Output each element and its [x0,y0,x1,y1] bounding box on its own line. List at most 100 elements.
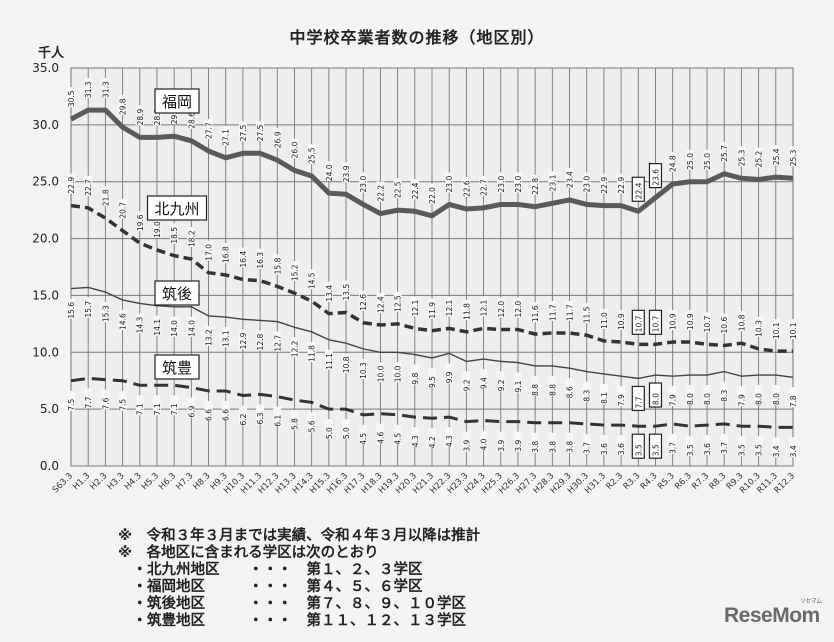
data-label: 7.9 [737,394,746,406]
data-label: 11.0 [600,312,609,329]
data-label: 4.6 [376,432,385,444]
data-label: 3.6 [703,443,712,455]
data-label: 9.5 [428,376,437,388]
x-tick-label: R4.3 [639,471,660,492]
x-tick-label: R2.3 [604,471,625,492]
data-label: 28.9 [153,108,162,125]
data-label: 10.8 [342,356,351,373]
x-tick-label: R8.3 [708,471,729,492]
y-tick-label: 5.0 [40,402,59,416]
series-筑後 [67,286,797,412]
series-label: 筑豊 [162,359,192,377]
data-label: 23.0 [359,176,368,193]
data-label: 3.4 [772,445,781,457]
y-tick-label: 10.0 [32,345,59,359]
note-line: ・筑後地区 ・・・ 第７、８、９、１０学区 [118,596,466,612]
data-label: 16.4 [239,251,248,268]
data-label: 4.0 [480,438,489,450]
data-label: 23.0 [445,176,454,193]
data-label: 7.9 [669,394,678,406]
x-tick-label: H6.3 [157,471,178,492]
data-label: 25.5 [308,147,317,164]
data-label: 3.5 [651,444,660,456]
data-label: 12.4 [376,296,385,313]
x-tick-label: R6.3 [673,471,694,492]
data-label: 14.0 [170,320,179,337]
data-label: 10.3 [359,362,368,379]
data-label: 8.0 [755,393,764,405]
x-tick-label: H4.3 [123,471,144,492]
data-label: 11.8 [308,345,317,362]
data-label: 10.9 [686,313,695,330]
data-label: 3.9 [462,439,471,451]
data-label: 7.5 [119,399,128,411]
data-label: 25.0 [686,153,695,170]
data-label: 9.8 [411,372,420,384]
x-tick-label: R7.3 [690,471,711,492]
data-label: 22.2 [376,185,385,202]
data-label: 11.5 [583,306,592,323]
data-label: 21.8 [101,189,110,206]
data-label: 4.3 [445,435,454,447]
series-label: 北九州 [154,200,199,218]
data-label: 12.1 [445,299,454,316]
data-label: 14.3 [136,316,145,333]
data-label: 20.7 [119,202,128,219]
data-label: 10.9 [669,313,678,330]
series-北九州 [67,173,797,353]
data-label: 19.6 [136,214,145,231]
footnotes: ※ 令和３年３月までは実績、令和４年３月以降は推計 ※ 各地区に含まれる学区は次… [118,528,480,630]
data-label: 23.0 [514,176,523,193]
data-label: 23.0 [497,176,506,193]
data-label: 10.7 [703,315,712,332]
data-label: 12.0 [497,301,506,318]
data-label: 25.3 [789,149,798,166]
data-label: 14.6 [119,313,128,330]
data-label: 11.6 [531,305,540,322]
data-label: 6.1 [273,414,282,426]
note-line: ・福岡地区 ・・・ 第４、５、６学区 [118,579,423,595]
data-label: 23.4 [566,171,575,188]
x-tick-label: H2.3 [88,471,109,492]
data-label: 8.3 [583,389,592,401]
data-label: 5.6 [308,420,317,432]
data-label: 3.7 [720,442,729,454]
data-label: 25.4 [772,148,781,165]
data-label: 27.1 [222,129,231,146]
data-label: 23.6 [651,169,660,186]
data-label: 9.2 [462,379,471,391]
data-label: 7.7 [634,396,643,408]
data-label: 3.4 [789,445,798,457]
data-label: 29.0 [170,107,179,124]
data-label: 22.7 [480,179,489,196]
data-label: 7.7 [84,396,93,408]
data-label: 7.1 [170,403,179,415]
data-label: 11.1 [325,353,334,370]
data-label: 3.7 [669,442,678,454]
data-label: 18.5 [170,227,179,244]
data-label: 6.3 [256,412,265,424]
data-label: 3.5 [737,444,746,456]
y-tick-label: 15.0 [32,288,59,302]
data-label: 18.2 [187,230,196,247]
data-label: 10.1 [772,322,781,339]
data-label: 4.3 [411,435,420,447]
data-label: 8.0 [651,393,660,405]
data-label: 3.9 [514,439,523,451]
data-label: 22.9 [600,177,609,194]
data-label: 9.1 [514,380,523,392]
data-label: 12.8 [256,334,265,351]
data-label: 7.5 [67,399,76,411]
data-label: 10.3 [755,320,764,337]
data-label: 11.7 [566,304,575,321]
data-label: 15.8 [273,257,282,274]
resemom-logo: ReseMom リセマム [724,599,822,628]
data-label: 22.4 [411,182,420,199]
data-label: 17.0 [205,244,214,261]
data-label: 3.9 [497,439,506,451]
y-tick-label: 0.0 [40,459,59,473]
series-筑豊 [67,376,797,459]
data-label: 10.6 [720,317,729,334]
data-label: 22.4 [634,182,643,199]
data-label: 12.5 [394,295,403,312]
